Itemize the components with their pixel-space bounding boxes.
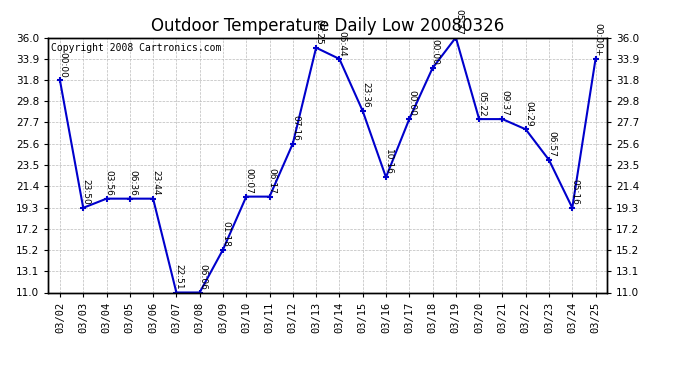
Text: 04:29: 04:29	[524, 101, 533, 126]
Text: 23:36: 23:36	[361, 82, 370, 108]
Text: Copyright 2008 Cartronics.com: Copyright 2008 Cartronics.com	[51, 43, 221, 52]
Text: 00:00: 00:00	[431, 39, 440, 65]
Text: 05:37: 05:37	[454, 9, 463, 35]
Text: 05:22: 05:22	[477, 91, 486, 116]
Text: 10:16: 10:16	[384, 148, 393, 174]
Text: 07:16: 07:16	[291, 115, 300, 141]
Text: 03:56: 03:56	[105, 170, 114, 196]
Title: Outdoor Temperature Daily Low 20080326: Outdoor Temperature Daily Low 20080326	[151, 16, 504, 34]
Text: 06:36: 06:36	[128, 170, 137, 196]
Text: 06:06: 06:06	[198, 264, 207, 290]
Text: 23:50: 23:50	[81, 179, 90, 205]
Text: 05:16: 05:16	[571, 179, 580, 205]
Text: 00:00: 00:00	[58, 52, 67, 78]
Text: 00:00: 00:00	[408, 90, 417, 116]
Text: 22:51: 22:51	[175, 264, 184, 290]
Text: 00:00+: 00:00+	[594, 23, 603, 56]
Text: 01:18: 01:18	[221, 221, 230, 247]
Text: 06:17: 06:17	[268, 168, 277, 194]
Text: 00:07: 00:07	[244, 168, 253, 194]
Text: 03:25: 03:25	[315, 19, 324, 45]
Text: 09:37: 09:37	[501, 90, 510, 116]
Text: 05:44: 05:44	[337, 30, 346, 56]
Text: 06:57: 06:57	[547, 131, 556, 157]
Text: 23:44: 23:44	[151, 170, 160, 196]
